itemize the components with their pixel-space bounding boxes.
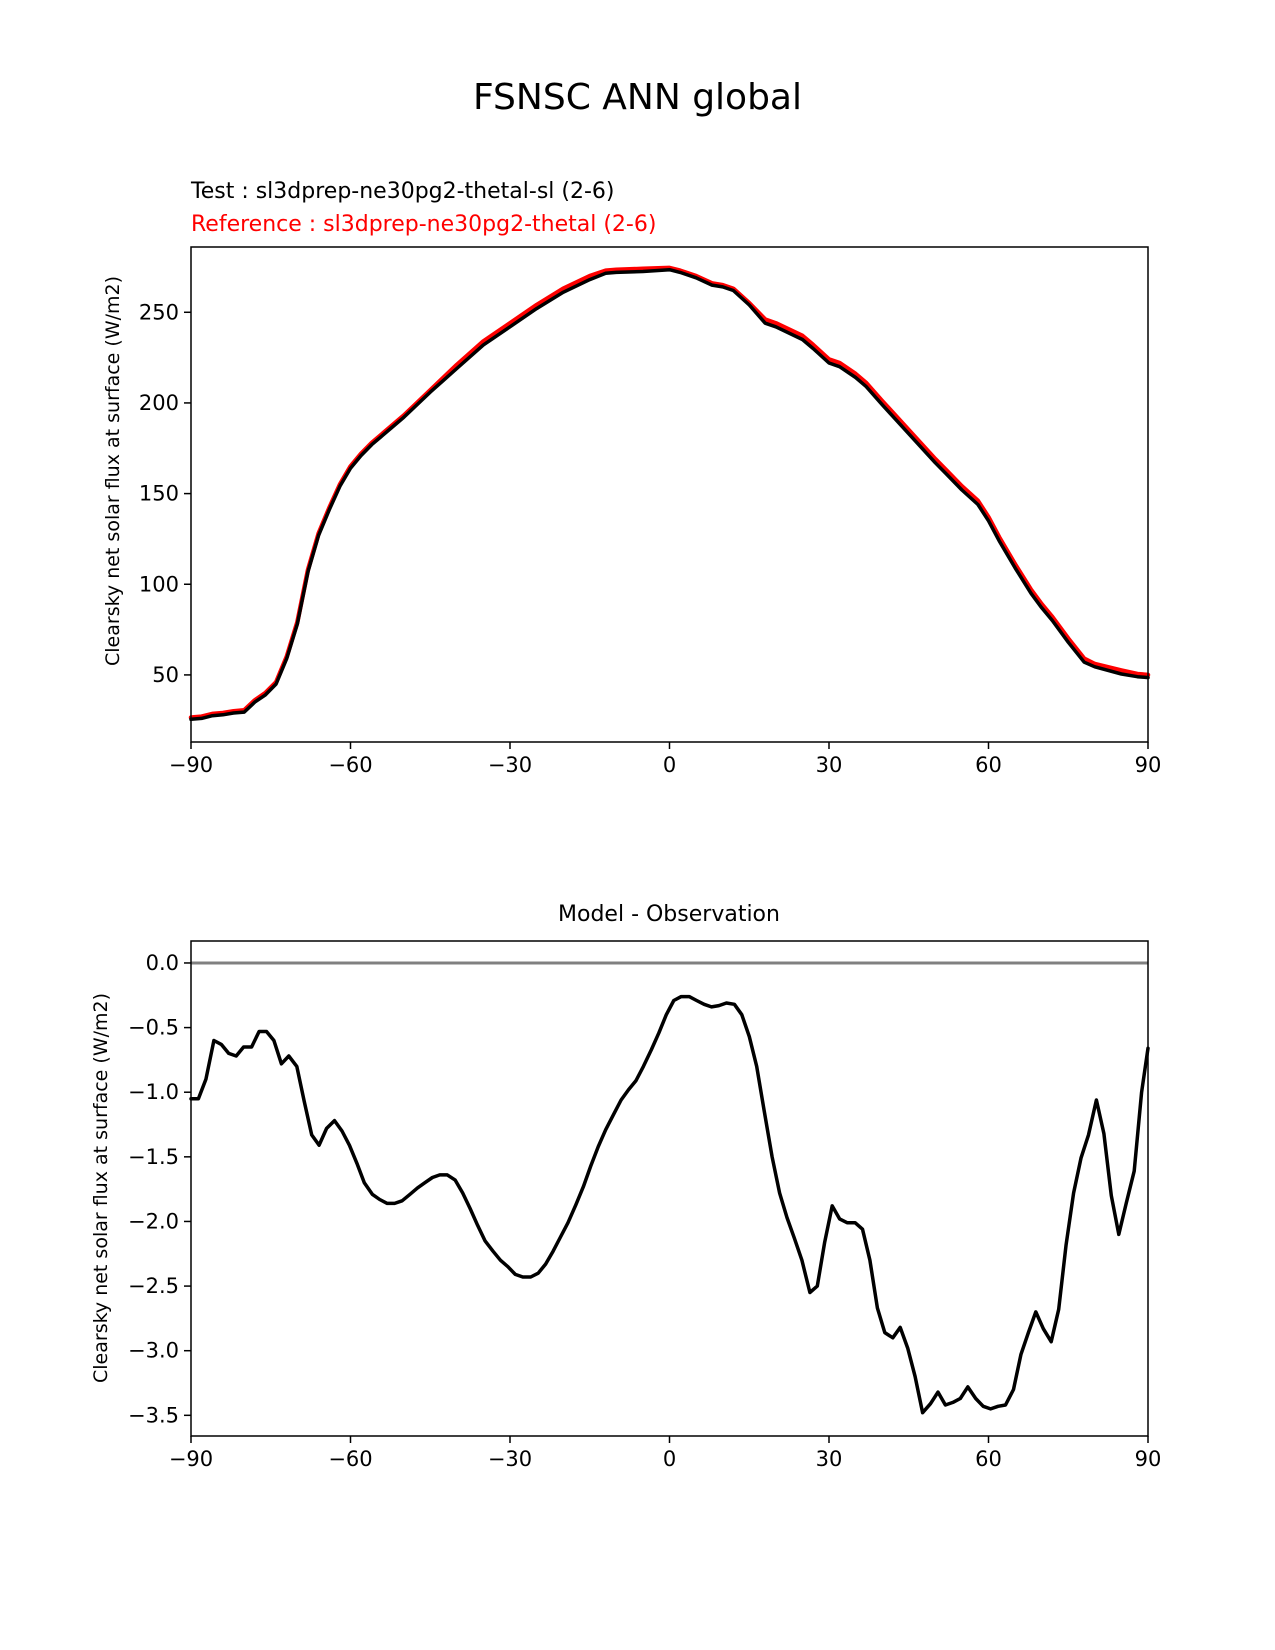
x-tick-label: −90 [169, 753, 213, 777]
y-tick-label: −3.0 [128, 1339, 179, 1363]
y-tick-label: −2.0 [128, 1209, 179, 1233]
y-tick-label: 250 [139, 300, 179, 324]
y-tick-label: −3.5 [128, 1403, 179, 1427]
figure-title: FSNSC ANN global [473, 77, 802, 118]
axes-frame [191, 941, 1148, 1436]
x-tick-label: −30 [488, 1447, 532, 1471]
bottom-panel: Model - Observation Clearsky net solar f… [90, 902, 1161, 1471]
plot-area-top: −90 −60 −30 0 30 60 90 50 100 150 200 250 [139, 247, 1161, 777]
x-tick-label: −30 [488, 753, 532, 777]
x-tick-label: −60 [328, 1447, 372, 1471]
y-tick-label: 100 [139, 572, 179, 596]
x-tick-label: 60 [975, 753, 1002, 777]
y-tick-label: 0.0 [146, 951, 179, 975]
y-tick-label: 50 [152, 663, 179, 687]
y-tick-label: −1.5 [128, 1145, 179, 1169]
x-tick-label: 90 [1135, 1447, 1162, 1471]
x-tick-label: 30 [816, 1447, 843, 1471]
plot-area-bottom: −90 −60 −30 0 30 60 90 0.0 −0.5 −1.0 −1.5 −2.0 −2.5 −… [128, 941, 1161, 1471]
figure: FSNSC ANN global Test : sl3dprep-ne30pg2… [0, 0, 1275, 1650]
y-tick-label: 150 [139, 482, 179, 506]
x-tick-label: 0 [663, 1447, 676, 1471]
x-tick-label: 0 [663, 753, 676, 777]
x-tick-label: 30 [816, 753, 843, 777]
diff-title: Model - Observation [558, 902, 780, 927]
top-panel: Test : sl3dprep-ne30pg2-thetal-sl (2-6) … [102, 179, 1161, 777]
series-line-test [191, 270, 1148, 720]
reference-label: Reference : sl3dprep-ne30pg2-thetal (2-6… [191, 212, 656, 237]
series-line-reference [191, 268, 1148, 718]
y-tick-label: −2.5 [128, 1274, 179, 1298]
series-line-difference [191, 997, 1148, 1413]
y-tick-label: 200 [139, 391, 179, 415]
x-tick-label: −90 [169, 1447, 213, 1471]
y-tick-label: −1.0 [128, 1080, 179, 1104]
ylabel-top: Clearsky net solar flux at surface (W/m2… [102, 276, 124, 666]
ylabel-bottom: Clearsky net solar flux at surface (W/m2… [90, 993, 112, 1383]
x-tick-label: 90 [1135, 753, 1162, 777]
x-tick-label: −60 [328, 753, 372, 777]
y-tick-label: −0.5 [128, 1016, 179, 1040]
test-label: Test : sl3dprep-ne30pg2-thetal-sl (2-6) [190, 179, 615, 204]
x-tick-label: 60 [975, 1447, 1002, 1471]
